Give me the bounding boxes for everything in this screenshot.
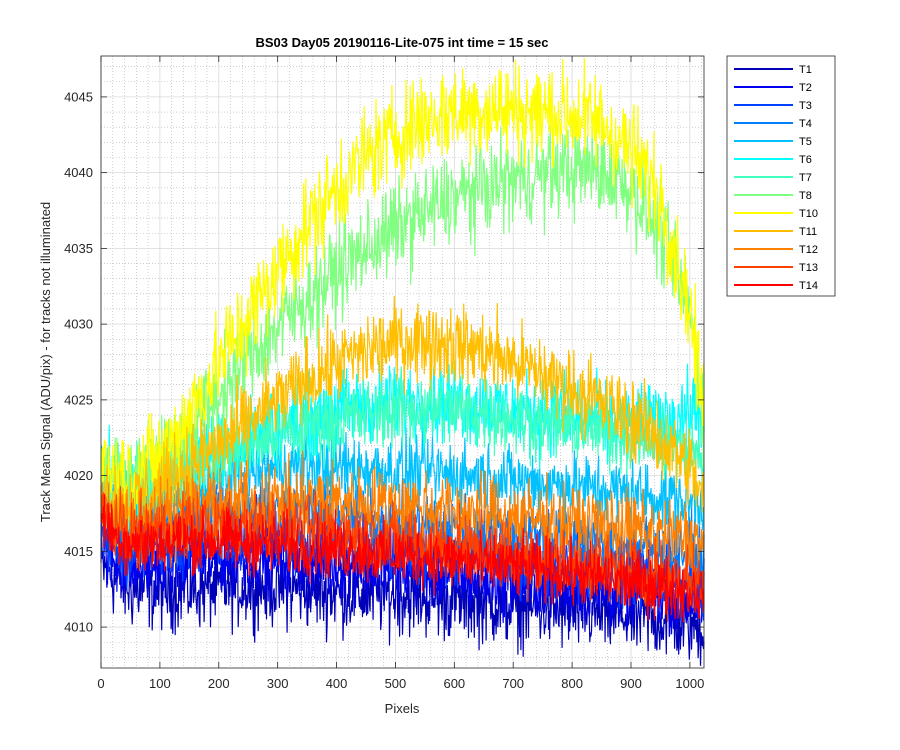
y-tick-label: 4035 bbox=[64, 241, 93, 256]
x-tick-label: 700 bbox=[502, 676, 524, 691]
legend-entries: T1 T2 T3 T4 T5 T6 T7 T8 T10 T11 T12 T13 T14 bbox=[734, 64, 818, 292]
x-tick-label: 600 bbox=[443, 676, 465, 691]
series-line-t10 bbox=[100, 58, 705, 524]
x-tick-label: 300 bbox=[267, 676, 289, 691]
legend-entry-t6: T6 bbox=[734, 154, 812, 166]
series-line-t7 bbox=[100, 366, 705, 528]
tick-marks bbox=[100, 56, 704, 668]
legend-label: T5 bbox=[799, 136, 812, 148]
legend-entry-t4: T4 bbox=[734, 118, 812, 130]
legend-label: T4 bbox=[799, 118, 812, 130]
legend-label: T2 bbox=[799, 82, 812, 94]
legend: T1 T2 T3 T4 T5 T6 T7 T8 T10 T11 T12 T13 T14 bbox=[726, 55, 836, 297]
legend-label: T1 bbox=[799, 64, 812, 76]
x-tick-label: 0 bbox=[97, 676, 104, 691]
series-line-t12 bbox=[100, 450, 704, 581]
legend-label: T13 bbox=[799, 262, 818, 274]
y-tick-label: 4030 bbox=[64, 317, 93, 332]
legend-entry-t5: T5 bbox=[734, 136, 812, 148]
legend-label: T6 bbox=[799, 154, 812, 166]
legend-entry-t12: T12 bbox=[734, 244, 818, 256]
legend-entry-t8: T8 bbox=[734, 190, 812, 202]
x-tick-label: 500 bbox=[385, 676, 407, 691]
y-tick-label: 4010 bbox=[64, 620, 93, 635]
axes-box bbox=[100, 55, 705, 669]
series-line-t11 bbox=[100, 295, 705, 547]
y-tick-labels: 4010 4015 4020 4025 4030 4035 4040 4045 bbox=[64, 89, 93, 634]
legend-entry-t10: T10 bbox=[734, 208, 818, 220]
x-tick-labels: 0 100 200 300 400 500 600 700 800 900 1000 bbox=[97, 676, 704, 691]
legend-label: T7 bbox=[799, 172, 812, 184]
x-tick-label: 400 bbox=[326, 676, 348, 691]
legend-label: T3 bbox=[799, 100, 812, 112]
legend-label: T8 bbox=[799, 190, 812, 202]
x-tick-label: 100 bbox=[149, 676, 171, 691]
legend-label: T14 bbox=[799, 280, 818, 292]
legend-label: T11 bbox=[799, 226, 817, 238]
x-tick-label: 200 bbox=[208, 676, 230, 691]
series-layer bbox=[100, 58, 705, 666]
legend-entry-t1: T1 bbox=[734, 64, 812, 76]
legend-entry-t13: T13 bbox=[734, 262, 818, 274]
y-tick-label: 4025 bbox=[64, 392, 93, 407]
legend-entry-t11: T11 bbox=[734, 226, 817, 238]
y-axis-label: Track Mean Signal (ADU/pix) - for tracks… bbox=[38, 202, 53, 522]
x-tick-label: 900 bbox=[620, 676, 642, 691]
y-tick-label: 4045 bbox=[64, 89, 93, 104]
y-tick-label: 4040 bbox=[64, 165, 93, 180]
x-tick-label: 1000 bbox=[675, 676, 704, 691]
chart-title: BS03 Day05 20190116-Lite-075 int time = … bbox=[255, 35, 548, 50]
legend-entry-t14: T14 bbox=[734, 280, 818, 292]
legend-entry-t7: T7 bbox=[734, 172, 812, 184]
x-axis-label: Pixels bbox=[385, 701, 420, 716]
series-line-t5 bbox=[100, 426, 705, 540]
y-tick-label: 4020 bbox=[64, 468, 93, 483]
legend-entry-t3: T3 bbox=[734, 100, 812, 112]
legend-entry-t2: T2 bbox=[734, 82, 812, 94]
legend-label: T10 bbox=[799, 208, 818, 220]
series-line-t14 bbox=[100, 494, 705, 623]
x-tick-label: 800 bbox=[561, 676, 583, 691]
legend-label: T12 bbox=[799, 244, 818, 256]
y-tick-label: 4015 bbox=[64, 544, 93, 559]
